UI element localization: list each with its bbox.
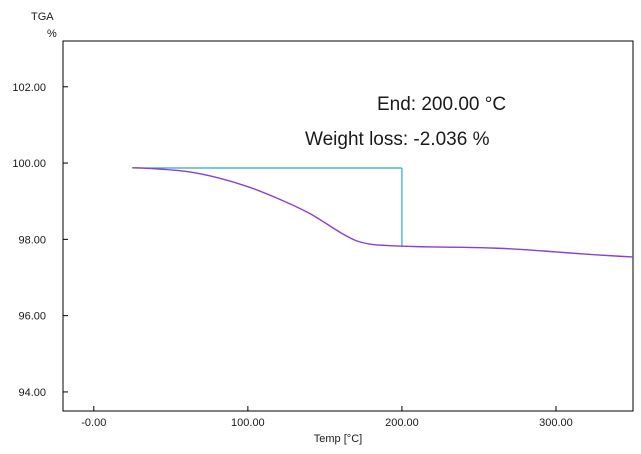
x-axis-title: Temp [°C] xyxy=(314,433,362,445)
annotation-weight-loss: Weight loss: -2.036 % xyxy=(305,129,490,150)
y-axis-title-group: TGA % xyxy=(31,11,57,40)
y-axis-title: TGA xyxy=(31,11,54,23)
y-tick-label: 100.00 xyxy=(12,158,46,170)
x-tick-label: 200.00 xyxy=(385,417,419,429)
annotation-end: End: 200.00 °C xyxy=(377,94,506,115)
x-ticks: -0.00 100.00 200.00 300.00 xyxy=(81,406,573,429)
x-tick-label: 300.00 xyxy=(539,417,573,429)
tga-series-line xyxy=(132,166,634,258)
x-tick-label: 100.00 xyxy=(231,417,265,429)
y-axis-unit: % xyxy=(47,28,57,40)
x-tick-label: -0.00 xyxy=(81,417,106,429)
plot-area-frame xyxy=(62,40,634,412)
y-tick-label: 102.00 xyxy=(12,82,46,94)
y-ticks: 94.00 96.00 98.00 100.00 102.00 xyxy=(12,82,68,399)
series-group xyxy=(132,166,634,258)
y-tick-label: 94.00 xyxy=(18,387,46,399)
y-tick-label: 98.00 xyxy=(18,234,46,246)
step-marker xyxy=(132,167,403,247)
y-tick-label: 96.00 xyxy=(18,311,46,323)
